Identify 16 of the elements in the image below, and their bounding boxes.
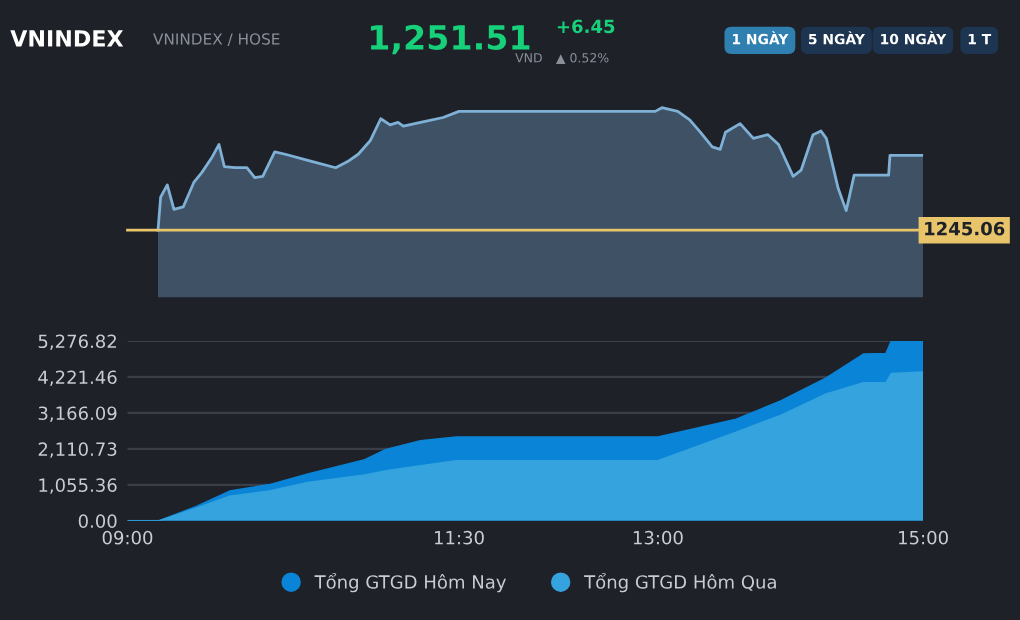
x-tick-label: 09:00 [102, 530, 153, 545]
x-tick-label: 15:00 [899, 530, 948, 545]
text: 1245.06 [925, 221, 1005, 236]
chart-title: VNINDEX [10, 30, 124, 47]
y-tick-label: 2,110.73 [38, 442, 117, 458]
legend-label: Tổng GTGD Hôm Qua [584, 573, 776, 593]
y-tick-label: 4,221.46 [38, 370, 117, 386]
y-tick-label: 1,055.36 [39, 478, 117, 494]
x-tick-label: 11:30 [434, 530, 484, 545]
y-tick-label: 5,276.82 [38, 334, 116, 350]
x-tick-label: 13:00 [633, 530, 683, 545]
legend-label: Tổng GTGD Hôm Nay [314, 573, 506, 593]
text: 1,251.51 [370, 24, 530, 55]
text: +6.45 [557, 19, 615, 34]
y-tick-label: 3,166.09 [38, 406, 117, 422]
y-tick-label: 0.00 [78, 514, 117, 528]
